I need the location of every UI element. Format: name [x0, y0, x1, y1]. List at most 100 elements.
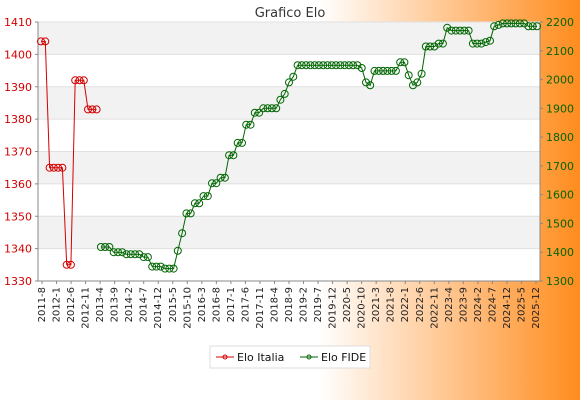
data-point-elo-fide — [400, 58, 409, 67]
x-tick-label: 2012-11 — [81, 287, 92, 329]
data-point-elo-fide — [148, 262, 157, 271]
data-point-elo-fide — [302, 61, 311, 70]
data-point-elo-fide — [220, 173, 229, 182]
data-point-elo-fide — [131, 250, 140, 259]
y-right-tick-label: 1400 — [546, 246, 574, 259]
data-point-elo-fide — [473, 39, 482, 48]
y-left-tick-label: 1380 — [4, 113, 32, 126]
data-point-elo-italia — [75, 76, 84, 85]
data-point-elo-fide — [477, 39, 486, 48]
data-point-elo-fide — [515, 19, 524, 28]
y-axis-left: 1330 1340 1350 1360 1370 1380 1390 1400 1410 — [4, 16, 39, 288]
data-point-elo-fide — [242, 120, 251, 129]
data-point-elo-italia — [88, 105, 97, 114]
y-left-tick-label: 1360 — [4, 178, 32, 191]
data-point-elo-fide — [310, 61, 319, 70]
y-right-tick-label: 1800 — [546, 131, 574, 144]
data-point-elo-fide — [161, 264, 169, 273]
x-tick-label: 2020-10 — [357, 287, 368, 329]
data-point-elo-fide — [404, 71, 413, 80]
x-tick-label: 2025-5 — [516, 287, 527, 322]
x-tick-label: 2014-2 — [124, 287, 135, 322]
data-point-elo-fide — [528, 22, 537, 31]
data-point-elo-fide — [344, 61, 353, 70]
data-point-elo-italia — [49, 163, 58, 172]
data-point-elo-fide — [507, 19, 516, 28]
data-point-elo-fide — [263, 104, 272, 113]
data-point-elo-italia — [54, 163, 63, 172]
x-tick-label: 2012-6 — [66, 287, 77, 322]
data-point-elo-fide — [486, 36, 494, 45]
data-point-elo-fide — [306, 61, 315, 70]
data-point-elo-fide — [173, 246, 182, 255]
y-right-tick-label: 1300 — [546, 275, 574, 288]
data-point-elo-fide — [233, 138, 242, 147]
y-right-tick-label: 1900 — [546, 102, 574, 115]
data-point-elo-fide — [118, 248, 127, 257]
data-point-elo-fide — [319, 61, 328, 70]
data-point-elo-fide — [178, 229, 187, 238]
x-tick-label: 2017-6 — [240, 287, 251, 322]
data-point-elo-fide — [96, 243, 105, 251]
data-point-elo-fide — [152, 262, 161, 271]
data-point-elo-fide — [533, 22, 541, 31]
data-point-elo-fide — [370, 66, 379, 75]
x-tick-label: 2021-8 — [386, 287, 397, 322]
data-point-elo-fide — [156, 262, 165, 271]
x-tick-label: 2023-4 — [444, 287, 455, 322]
data-point-elo-fide — [327, 61, 336, 70]
data-point-elo-fide — [490, 22, 499, 31]
data-point-elo-fide — [383, 66, 392, 75]
data-point-elo-fide — [105, 243, 114, 251]
legend-marker-elo-italia — [222, 354, 228, 360]
x-tick-label: 2018-4 — [269, 287, 280, 322]
data-point-elo-fide — [349, 61, 358, 70]
data-point-elo-fide — [340, 61, 349, 70]
data-point-elo-fide — [225, 151, 234, 160]
data-point-elo-fide — [289, 72, 298, 81]
data-point-elo-fide — [297, 61, 306, 70]
data-point-elo-fide — [379, 66, 388, 75]
data-point-elo-fide — [182, 209, 191, 218]
chart-title: Grafico Elo — [255, 6, 326, 21]
data-point-elo-fide — [212, 179, 221, 188]
x-tick-label: 2017-1 — [226, 287, 237, 322]
series-elo-italia — [37, 37, 101, 269]
legend-marker-elo-fide — [306, 354, 312, 360]
data-point-elo-fide — [447, 26, 456, 35]
y-left-tick-label: 1340 — [4, 243, 32, 256]
data-point-elo-italia — [58, 163, 67, 172]
data-point-elo-fide — [413, 78, 422, 87]
data-point-elo-fide — [255, 108, 264, 117]
data-point-elo-fide — [169, 264, 178, 273]
x-tick-label: 2018-9 — [284, 287, 295, 322]
y-right-tick-label: 1700 — [546, 160, 574, 173]
data-point-elo-fide — [362, 78, 370, 87]
y-right-tick-label: 1500 — [546, 217, 574, 230]
data-point-elo-fide — [238, 138, 246, 147]
y-left-tick-label: 1410 — [4, 16, 32, 29]
data-point-elo-fide — [246, 120, 255, 129]
data-point-elo-italia — [92, 105, 101, 114]
x-tick-label: 2016-3 — [197, 287, 208, 322]
y-right-tick-label: 1600 — [546, 189, 574, 202]
y-right-tick-label: 2000 — [546, 74, 574, 87]
x-tick-label: 2014-7 — [139, 287, 150, 322]
x-tick-label: 2019-2 — [299, 287, 310, 322]
data-point-elo-fide — [122, 250, 131, 259]
data-point-elo-fide — [109, 248, 118, 257]
y-left-tick-label: 1370 — [4, 146, 32, 159]
data-point-elo-fide — [443, 23, 452, 32]
legend-label-elo-fide: Elo FIDE — [321, 351, 366, 364]
x-tick-label: 2021-3 — [371, 287, 382, 322]
data-point-elo-fide — [421, 42, 430, 51]
series-line-elo-fide — [100, 22, 537, 270]
x-tick-label: 2016-8 — [211, 287, 222, 322]
data-point-elo-fide — [276, 95, 285, 104]
data-point-elo-fide — [272, 104, 281, 113]
x-tick-label: 2011-8 — [37, 287, 48, 322]
data-point-elo-fide — [391, 66, 400, 75]
data-point-elo-fide — [464, 26, 473, 35]
